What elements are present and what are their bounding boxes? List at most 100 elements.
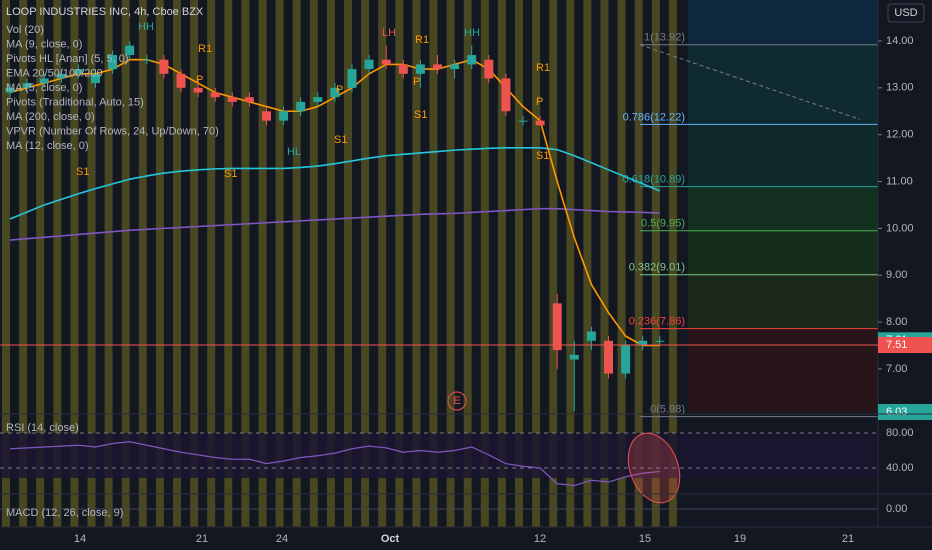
session-band [87,0,96,527]
session-band [617,0,626,527]
session-band [224,0,233,527]
hl-label: HL [287,146,301,158]
session-band [634,0,643,527]
indicator-label: MA (200, close, 0) [6,111,95,123]
session-band [138,0,147,527]
hl-label: LH [382,27,396,39]
indicator-label: MA (12, close, 0) [6,140,89,152]
candle-body [398,64,408,74]
pivot-label: P [413,76,420,88]
x-tick-label: 14 [74,533,86,545]
moving-average [9,146,661,220]
indicator-label: MA (5, close, 0) [6,82,82,94]
pivot-label: P [536,96,543,108]
fib-zone [688,274,878,329]
drawing-ellipse [627,432,681,504]
session-band [668,0,677,527]
candle-body [91,73,100,84]
session-band [480,0,489,527]
candle-body [176,73,186,88]
candle-body [450,64,460,70]
fib-zone [688,0,878,45]
fib-label: 0(5.98) [650,404,685,416]
session-band [651,0,660,527]
y-tick-label: 14.00 [886,35,914,47]
candle-body [296,101,306,112]
session-band [70,0,79,527]
y-tick-label: 7.00 [886,363,907,375]
candle-body [262,111,271,121]
rsi-band [0,432,878,479]
session-band [497,0,506,527]
session-band [155,0,164,527]
fib-zone [688,124,878,187]
fib-label: 0.5(9.95) [641,218,685,230]
candle-body [501,78,511,112]
fib-zone [688,186,878,231]
x-tick-label: 12 [534,533,546,545]
candle-body [279,111,289,121]
x-tick-label: 15 [639,533,651,545]
annotations: R1 R1 R1 P P P P S1 S1 S1 S1 S1 HH HH LH… [76,21,550,411]
candle-body [108,55,118,70]
candle-body [142,59,152,61]
candle-body [193,87,203,93]
session-band [309,0,318,527]
currency-button[interactable] [887,3,925,23]
pivot-label: S1 [334,134,347,146]
candle-body [244,97,254,102]
y-tick-label: 8.00 [886,316,907,328]
fib-label: 0.382(9.01) [629,262,685,274]
candle-body [227,97,237,102]
candle-body [159,59,169,74]
indicator-label: Pivots (Traditional, Auto, 15) [6,96,144,108]
x-tick-label: 21 [196,533,208,545]
candle-body [330,87,340,98]
fib-label: 0.236(7.86) [629,316,685,328]
session-band [19,0,28,527]
x-tick-label: 19 [734,533,746,545]
candle-body [22,83,32,88]
candle-body [552,303,562,351]
pivot-label: P [196,74,203,86]
currency-label[interactable]: USD [894,7,917,19]
session-band [292,0,301,527]
session-band [326,0,335,527]
session-band [583,0,592,527]
candle-body [535,120,545,126]
indicator-label: MA (9, close, 0) [6,38,82,50]
rsi-tick-label: 40.00 [886,462,914,474]
candle-body [621,345,631,374]
x-tick-label: 21 [842,533,854,545]
macd-title: MACD (12, 26, close, 9) [6,507,123,519]
session-band [36,0,45,527]
candle-body [347,69,357,88]
pivot-label: S1 [536,150,549,162]
candle-body [381,59,391,65]
candle-body [467,55,477,65]
session-band [275,0,284,527]
candle-body [313,97,323,102]
fib-label: 1(13.92) [644,32,685,44]
session-band [2,0,10,527]
candle-body [73,69,83,74]
candle-body [586,331,596,341]
session-band [395,0,404,527]
session-band [258,0,267,527]
session-band [207,0,216,527]
session-band [344,0,352,527]
earnings-marker[interactable] [447,391,467,411]
candle-body [604,340,613,374]
y-tick-label: 12.00 [886,129,914,141]
x-tick-label: 24 [276,533,288,545]
candle-body [39,78,49,84]
earnings-label[interactable]: E [453,395,460,407]
price-tag-label: 6.03 [886,406,907,418]
session-band [104,0,113,527]
pivot-label: R1 [415,34,429,46]
session-band [53,0,62,527]
chart-title: LOOP INDUSTRIES INC, 4h, Cboe BZX [6,6,204,18]
session-band [446,0,455,527]
indicator-label: Vol (20) [6,24,44,36]
